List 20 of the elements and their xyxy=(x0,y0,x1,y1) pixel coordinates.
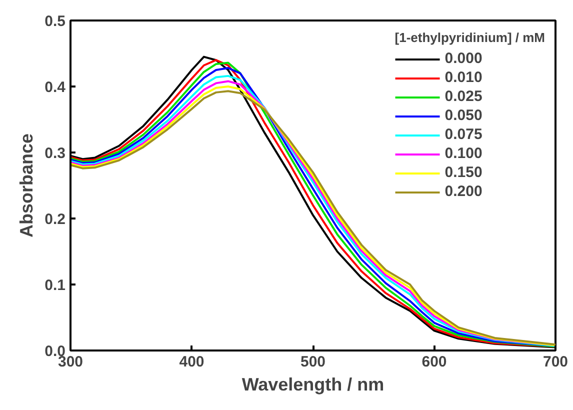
x-tick-label: 700 xyxy=(542,354,568,370)
legend-title: [1-ethylpyridinium] / mM xyxy=(394,30,545,45)
legend-label: 0.075 xyxy=(444,126,482,143)
legend-label: 0.010 xyxy=(444,69,482,86)
y-tick-label: 0.4 xyxy=(44,79,66,96)
legend-label: 0.100 xyxy=(444,145,482,162)
legend-label: 0.000 xyxy=(444,50,482,67)
y-tick-label: 0.2 xyxy=(44,211,66,228)
x-tick-label: 600 xyxy=(422,354,447,370)
legend-label: 0.025 xyxy=(444,88,482,105)
legend-label: 0.050 xyxy=(444,107,482,124)
y-tick-label: 0.3 xyxy=(44,145,66,162)
legend-label: 0.150 xyxy=(444,164,482,181)
x-tick-label: 400 xyxy=(179,354,204,370)
x-axis-title: Wavelength / nm xyxy=(242,374,384,394)
y-axis-title: Absorbance xyxy=(16,133,37,238)
y-tick-label: 0.5 xyxy=(44,13,66,30)
x-tick-label: 500 xyxy=(300,354,326,370)
y-tick-label: 0.1 xyxy=(44,277,66,294)
legend-label: 0.200 xyxy=(444,183,482,200)
